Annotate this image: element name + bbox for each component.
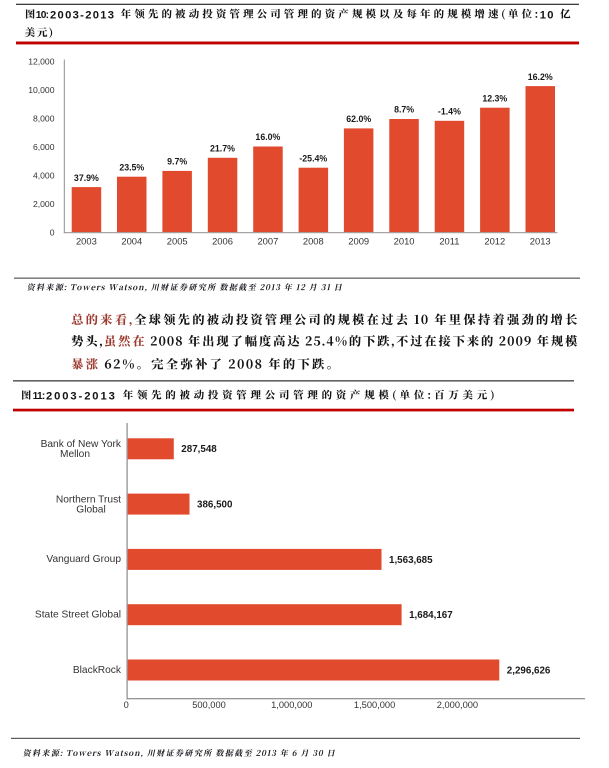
svg-text:500,000: 500,000: [192, 700, 226, 710]
svg-text:Global: Global: [76, 505, 105, 516]
svg-text:Northern Trust: Northern Trust: [56, 494, 121, 505]
svg-text:Bank of New York: Bank of New York: [41, 439, 122, 450]
svg-text:6,000: 6,000: [33, 142, 55, 152]
svg-text:2003: 2003: [76, 235, 97, 246]
svg-text:1: 1: [540, 9, 546, 21]
svg-text:1,500,000: 1,500,000: [354, 700, 395, 710]
svg-text:21.7%: 21.7%: [210, 144, 235, 154]
svg-text:BlackRock: BlackRock: [73, 665, 122, 676]
svg-text:2007: 2007: [257, 235, 278, 246]
svg-text:State Street Global: State Street Global: [35, 610, 121, 621]
svg-text:2006: 2006: [212, 235, 233, 246]
svg-text:Mellon: Mellon: [60, 449, 90, 460]
svg-text:2013: 2013: [530, 235, 551, 246]
svg-text:1,000,000: 1,000,000: [271, 700, 312, 710]
svg-text:0: 0: [58, 9, 64, 21]
svg-text:287,548: 287,548: [181, 444, 217, 455]
svg-text:0: 0: [547, 9, 553, 21]
svg-text:2: 2: [46, 390, 52, 402]
svg-text:10:: 10:: [36, 10, 49, 21]
svg-text:386,500: 386,500: [197, 500, 233, 511]
svg-text:8,000: 8,000: [33, 114, 55, 124]
svg-text:0: 0: [92, 390, 98, 402]
svg-text:Vanguard Group: Vanguard Group: [46, 554, 121, 565]
svg-text:16.2%: 16.2%: [528, 72, 553, 82]
svg-text:3: 3: [109, 390, 115, 402]
svg-text:3: 3: [70, 390, 76, 402]
svg-text:1: 1: [101, 390, 107, 402]
svg-text:2005: 2005: [167, 235, 188, 246]
svg-text:2008: 2008: [303, 235, 324, 246]
svg-text:37.9%: 37.9%: [74, 173, 99, 183]
svg-text:-: -: [80, 9, 84, 21]
svg-text:0: 0: [62, 390, 68, 402]
svg-text:4,000: 4,000: [33, 171, 55, 181]
svg-text:2,296,626: 2,296,626: [507, 665, 551, 676]
svg-text:2009: 2009: [348, 235, 369, 246]
svg-text:2012: 2012: [484, 235, 505, 246]
svg-text:10,000: 10,000: [28, 85, 55, 95]
svg-text:3: 3: [108, 9, 114, 21]
svg-text:2: 2: [84, 390, 90, 402]
svg-text:0: 0: [124, 700, 129, 710]
svg-text:12.3%: 12.3%: [482, 93, 507, 103]
svg-text:2: 2: [50, 9, 56, 21]
svg-text:11:: 11:: [33, 391, 45, 402]
svg-text:3: 3: [73, 9, 79, 21]
svg-text:0: 0: [54, 390, 60, 402]
svg-text:-25.4%: -25.4%: [299, 153, 327, 163]
svg-text:2,000: 2,000: [33, 199, 55, 209]
svg-text:8.7%: 8.7%: [394, 105, 414, 115]
svg-text:1: 1: [100, 9, 106, 21]
svg-text:16.0%: 16.0%: [255, 132, 280, 142]
svg-text:2011: 2011: [439, 235, 459, 246]
svg-text:62.0%: 62.0%: [346, 114, 371, 124]
svg-text:2010: 2010: [394, 235, 415, 246]
svg-text:1,684,167: 1,684,167: [409, 610, 453, 621]
svg-text:-1.4%: -1.4%: [438, 107, 461, 117]
svg-text:23.5%: 23.5%: [119, 162, 144, 172]
svg-text:12,000: 12,000: [28, 57, 55, 67]
svg-text:1,563,685: 1,563,685: [389, 555, 433, 566]
svg-text:0: 0: [65, 9, 71, 21]
svg-text:9.7%: 9.7%: [167, 157, 187, 167]
svg-text:2,000,000: 2,000,000: [437, 700, 478, 710]
svg-text:0: 0: [93, 9, 99, 21]
svg-text:2: 2: [85, 9, 91, 21]
svg-text:0: 0: [50, 227, 55, 237]
svg-text:2004: 2004: [121, 235, 142, 246]
svg-text:-: -: [79, 390, 83, 402]
